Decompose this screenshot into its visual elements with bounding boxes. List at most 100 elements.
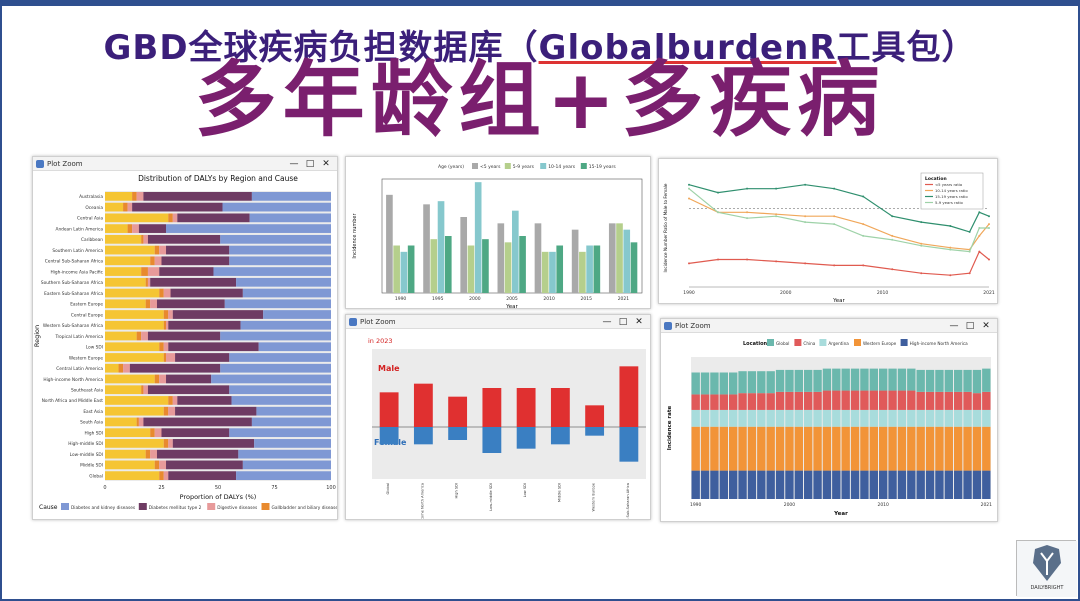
close-button[interactable]: ✕ <box>635 317 643 327</box>
bar <box>549 251 556 293</box>
stack-segment <box>729 470 738 499</box>
stack-segment <box>719 394 728 410</box>
stack-segment <box>925 369 935 392</box>
bar-segment <box>229 245 331 255</box>
x-tick-label: 2000 <box>780 290 792 296</box>
stack-segment <box>954 391 963 410</box>
data-point <box>688 197 690 200</box>
data-point <box>833 223 836 226</box>
stack-segment <box>691 470 700 499</box>
bar-segment <box>136 331 142 341</box>
male-bar <box>482 388 502 427</box>
category-label: Oceania <box>85 205 103 211</box>
bar-segment <box>240 320 331 330</box>
data-point <box>688 262 690 265</box>
stack-segment <box>747 393 757 410</box>
stack-segment <box>747 470 757 499</box>
bar-segment <box>150 256 155 266</box>
stack-segment <box>916 470 925 499</box>
bar-segment <box>105 406 164 416</box>
window-title: Plot Zoom <box>360 318 396 326</box>
incidence-number-chart: Age (years) <5 years 5-9 years 10-14 years 1… <box>352 163 643 309</box>
stack-segment <box>888 409 897 427</box>
legend-label: 15-19 years <box>589 164 617 170</box>
maximize-button[interactable]: □ <box>618 317 628 327</box>
bar-segment <box>251 417 331 427</box>
data-point <box>988 227 990 229</box>
category-label: Southern Sub-Saharan Africa <box>41 280 103 286</box>
legend-label: Diabetes mellitus type 2 <box>149 505 202 511</box>
female-bar <box>619 427 639 462</box>
bar-segment <box>168 396 173 405</box>
data-point <box>775 260 778 263</box>
bar-segment <box>254 439 331 448</box>
chart-title: Distribution of DALYs by Region and Caus… <box>138 174 298 183</box>
bar-segment <box>105 439 164 448</box>
stack-segment <box>916 426 925 471</box>
stack-segment <box>897 426 907 471</box>
stack-segment <box>719 426 728 471</box>
minimize-button[interactable]: — <box>949 321 959 331</box>
bar-segment <box>136 192 144 201</box>
bar-segment <box>147 385 230 395</box>
bar-segment <box>143 192 252 201</box>
chart-window-incidence-number: Age (years) <5 years 5-9 years 10-14 years 1… <box>345 156 651 309</box>
minimize-button[interactable]: — <box>289 159 299 169</box>
data-point <box>920 244 923 247</box>
bar <box>400 251 408 293</box>
stack-segment <box>766 393 775 410</box>
bar-segment <box>154 460 160 470</box>
maximize-button[interactable]: □ <box>965 321 975 331</box>
stack-segment <box>729 426 738 471</box>
x-axis-label: Year <box>505 304 518 309</box>
legend-swatch <box>767 339 774 346</box>
stack-segment <box>841 470 850 499</box>
legend-label: 5-9 years <box>513 164 535 170</box>
maximize-button[interactable]: □ <box>305 159 315 169</box>
close-button[interactable]: ✕ <box>982 321 990 331</box>
stack-segment <box>822 426 832 471</box>
legend-swatch <box>819 339 827 346</box>
stack-segment <box>813 409 822 427</box>
bar-segment <box>156 449 239 459</box>
bar-segment <box>224 299 331 309</box>
stack-segment <box>710 372 719 395</box>
data-point <box>746 211 749 214</box>
bar-segment <box>105 449 146 459</box>
x-tick-label: 2010 <box>877 290 889 296</box>
stack-segment <box>804 391 813 410</box>
stack-segment <box>869 426 878 471</box>
stack-segment <box>982 368 991 392</box>
stack-segment <box>860 409 869 427</box>
bar-segment <box>159 471 164 480</box>
stack-segment <box>850 426 860 471</box>
sex-diverging-chart: in 2023MaleFemaleGlobalHigh-income North… <box>368 337 646 519</box>
stack-segment <box>832 390 841 410</box>
stack-segment <box>907 470 916 499</box>
stack-segment <box>907 390 916 410</box>
bar-segment <box>105 374 155 384</box>
window-titlebar: Plot Zoom — □ ✕ <box>33 157 337 171</box>
legend-label: 15-19 years ratio <box>935 194 968 199</box>
legend-title: Age (years) <box>438 164 464 170</box>
male-bar <box>550 388 570 427</box>
close-button[interactable]: ✕ <box>322 159 330 169</box>
category-label: High-income Asia Pacific <box>50 269 103 275</box>
data-point <box>804 262 807 265</box>
bar-segment <box>147 277 151 287</box>
category-label: High-middle SDI <box>68 441 103 447</box>
bar-segment <box>154 374 160 384</box>
stack-segment <box>963 470 972 499</box>
bar-segment <box>163 320 167 330</box>
stack-segment <box>869 390 878 410</box>
bar-segment <box>242 288 331 298</box>
data-point <box>949 274 952 277</box>
minimize-button[interactable]: — <box>602 317 612 327</box>
stack-segment <box>897 470 907 499</box>
x-tick-label: 2000 <box>784 502 796 508</box>
slide-subtitle: 多年龄组+多疾病 <box>194 53 886 148</box>
stack-segment <box>729 394 738 410</box>
legend-title: Location <box>925 176 947 182</box>
bar-segment <box>236 471 331 480</box>
stack-segment <box>794 391 803 410</box>
